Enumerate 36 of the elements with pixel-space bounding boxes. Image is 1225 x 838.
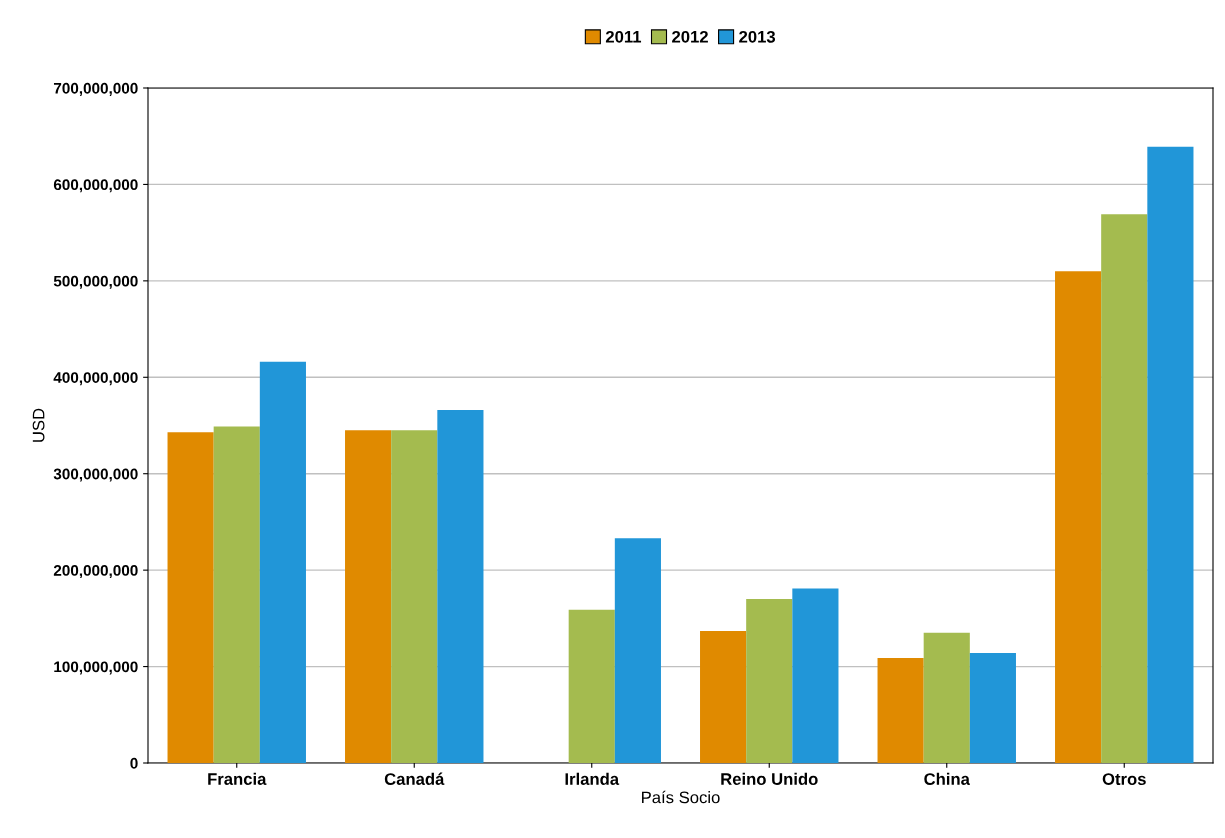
x-tick-label: Canadá [384, 772, 445, 785]
y-tick-label: 400,000,000 [53, 372, 138, 386]
bar [345, 430, 392, 763]
bar [746, 599, 793, 763]
bar [1147, 146, 1194, 763]
legend-label: 2012 [672, 30, 708, 43]
bar [1055, 271, 1102, 763]
bar [614, 538, 661, 763]
y-axis-title: USD [32, 408, 45, 442]
x-tick-label: Francia [208, 772, 267, 785]
bar [700, 630, 747, 763]
bar [923, 632, 970, 763]
bar [969, 653, 1016, 763]
y-tick-label: 500,000,000 [53, 275, 138, 289]
legend-label: 2011 [605, 30, 642, 43]
y-tick-label: 600,000,000 [53, 179, 138, 193]
bar [259, 361, 306, 763]
x-axis-title: País Socio [642, 790, 720, 804]
bar [167, 432, 214, 763]
legend-label: 2013 [739, 30, 776, 43]
y-tick-label: 300,000,000 [53, 468, 138, 482]
y-tick-label: 100,000,000 [54, 661, 138, 675]
bar [877, 657, 924, 763]
y-tick-label: 200,000,000 [53, 565, 138, 579]
y-tick-label: 700,000,000 [53, 82, 138, 96]
bar [568, 609, 615, 763]
bar [437, 410, 484, 763]
bar [792, 588, 839, 763]
x-tick-label: Irlanda [565, 772, 620, 785]
x-tick-label: Reino Unido [721, 772, 818, 785]
bar [1101, 214, 1148, 763]
bar [391, 430, 438, 763]
x-tick-label: China [924, 772, 971, 785]
y-tick-label: 0 [130, 757, 138, 769]
x-tick-label: Otros [1102, 773, 1146, 785]
bar [213, 426, 260, 763]
